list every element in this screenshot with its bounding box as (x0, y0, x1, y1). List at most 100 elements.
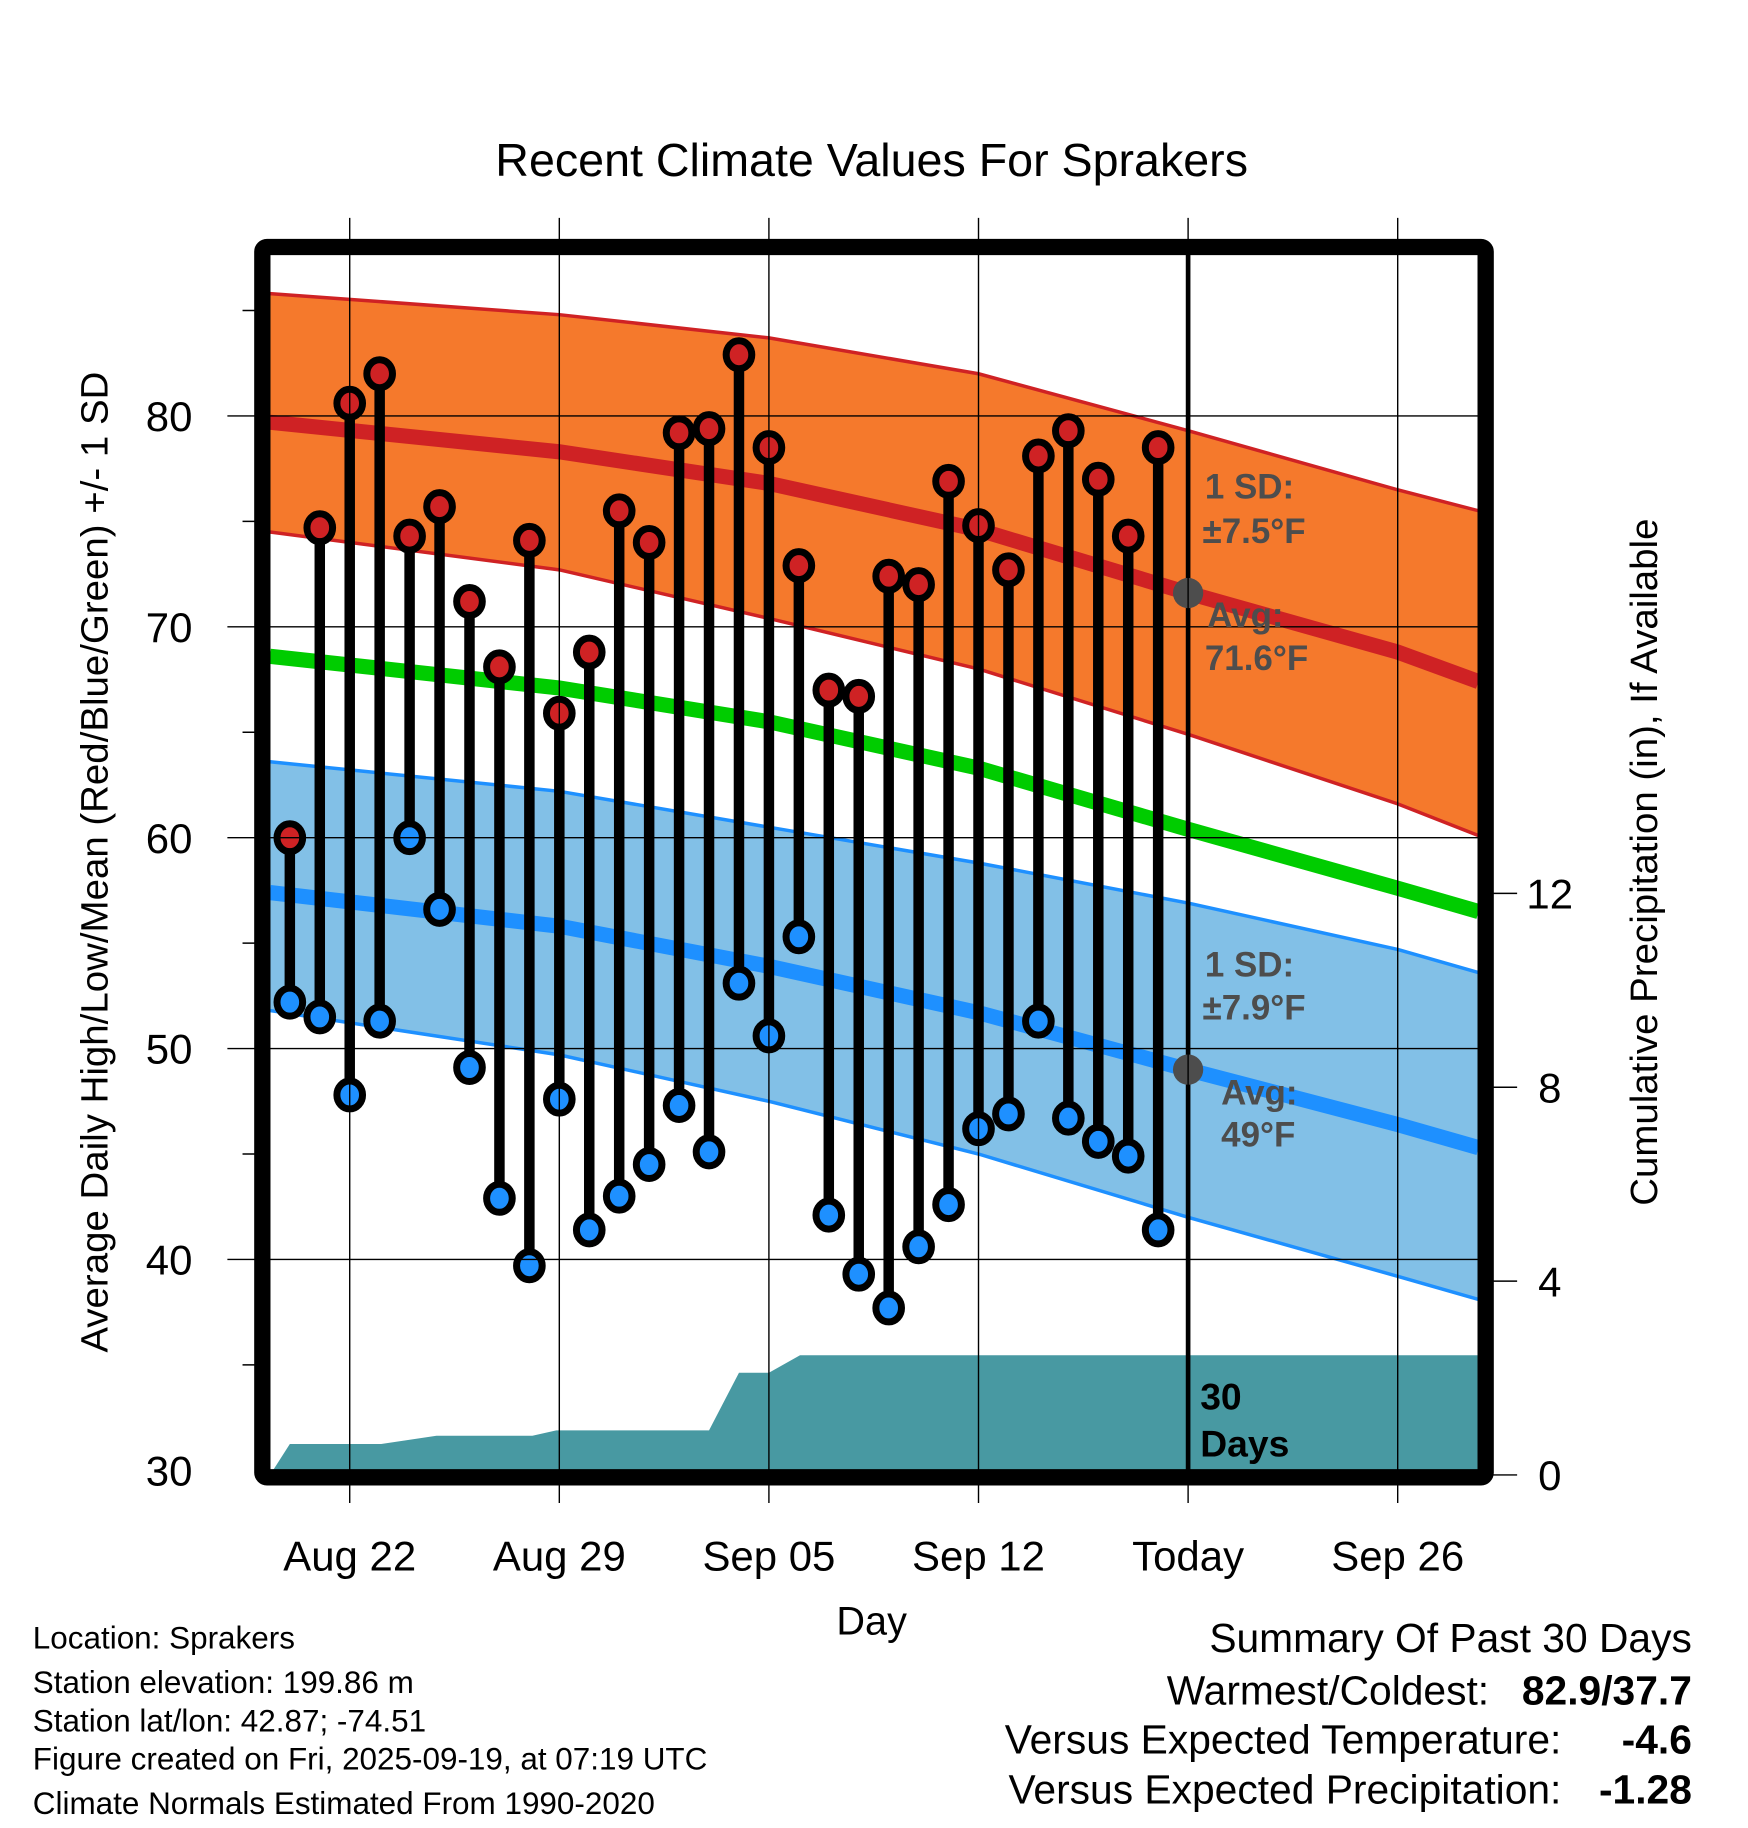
daily-high-point (483, 649, 516, 685)
daily-low-point (423, 891, 456, 927)
daily-high-point (812, 672, 846, 708)
low-sd-band (270, 761, 1478, 1300)
y-right-tick-label: 0 (1538, 1452, 1561, 1499)
precip-anomaly-label: Versus Expected Precipitation: (1008, 1767, 1561, 1813)
daily-low-point (842, 1256, 876, 1292)
daily-low-point (513, 1248, 546, 1284)
low-avg-label: Avg: (1221, 1073, 1297, 1112)
y-tick-label: 50 (146, 1026, 193, 1073)
daily-high-point (872, 558, 905, 594)
daily-high-point (992, 552, 1025, 588)
y-right-tick-label: 12 (1526, 871, 1573, 918)
daily-high-point (1081, 461, 1115, 497)
daily-high-point (662, 415, 696, 451)
annotations: 1 SD: ±7.5°F Avg: 71.6°F 1 SD: ±7.9°F Av… (1200, 468, 1308, 1465)
high-sd-value: ±7.5°F (1203, 512, 1306, 551)
warm-cold-label: Warmest/Coldest: (1167, 1668, 1489, 1714)
chart-title: Recent Climate Values For Sprakers (495, 134, 1248, 186)
y-tick-label: 60 (146, 815, 193, 862)
daily-high-point (363, 356, 396, 392)
low-avg-value: 49°F (1221, 1115, 1295, 1154)
period-unit: Days (1200, 1422, 1289, 1464)
location-text: Location: Sprakers (33, 1621, 295, 1656)
station-info: Location: Sprakers Station elevation: 19… (33, 1621, 708, 1821)
daily-high-point (602, 493, 636, 529)
daily-low-point (572, 1212, 606, 1248)
daily-low-point (303, 999, 337, 1035)
plot-area (269, 253, 1478, 1471)
y-axis-label: Average Daily High/Low/Mean (Red/Blue/Gr… (73, 372, 116, 1353)
daily-low-point (1111, 1138, 1145, 1174)
plot-frame (254, 238, 1494, 1486)
daily-low-point (902, 1229, 935, 1265)
daily-low-point (932, 1187, 965, 1223)
warm-cold-value: 82.9/37.7 (1522, 1668, 1692, 1714)
daily-high-point (782, 548, 816, 584)
high-sd-band (270, 293, 1478, 836)
daily-low-point (1081, 1123, 1115, 1159)
daily-low-point (782, 919, 816, 955)
low-sd-label: 1 SD: (1205, 945, 1294, 984)
daily-high-point (932, 463, 965, 499)
period-number: 30 (1200, 1376, 1241, 1418)
grid-lines (227, 217, 1478, 1503)
daily-high-point (902, 567, 935, 603)
daily-low-point (453, 1050, 486, 1086)
x-tick-label: Aug 22 (283, 1533, 416, 1580)
latlon-text: Station lat/lon: 42.87; -74.51 (33, 1703, 426, 1738)
x-tick-label: Aug 29 (493, 1533, 626, 1580)
daily-low-point (812, 1197, 846, 1233)
daily-low-point (692, 1134, 726, 1170)
precip-area (270, 1355, 1478, 1471)
y-tick-label: 30 (146, 1447, 193, 1494)
daily-high-point (1022, 438, 1055, 474)
temp-anomaly-label: Versus Expected Temperature: (1005, 1716, 1562, 1762)
daily-low-point (662, 1088, 696, 1123)
daily-low-point (872, 1290, 905, 1326)
daily-high-point (423, 489, 456, 525)
summary: Summary Of Past 30 Days Warmest/Coldest:… (1005, 1615, 1692, 1812)
daily-high-point (692, 411, 726, 447)
daily-high-point (303, 510, 337, 546)
daily-low-point (602, 1178, 636, 1214)
precip-anomaly-value: -1.28 (1599, 1767, 1692, 1813)
daily-high-point (842, 678, 876, 714)
summary-title: Summary Of Past 30 Days (1209, 1615, 1692, 1661)
daily-high-point (513, 522, 546, 558)
daily-low-point (1052, 1100, 1085, 1136)
y-axis-right-label: Cumulative Precipitation (in), If Availa… (1623, 519, 1666, 1206)
daily-high-point (572, 634, 606, 670)
x-axis-label: Day (836, 1600, 907, 1644)
daily-high-point (1111, 518, 1145, 554)
daily-high-point (393, 518, 426, 554)
high-avg-value: 71.6°F (1205, 639, 1308, 678)
daily-high-point (722, 337, 756, 373)
y-tick-label: 40 (146, 1237, 193, 1284)
daily-low-point (273, 984, 307, 1020)
created-text: Figure created on Fri, 2025-09-19, at 07… (33, 1742, 708, 1777)
daily-low-point (722, 965, 756, 1001)
temp-anomaly-value: -4.6 (1622, 1716, 1692, 1762)
x-tick-label: Today (1132, 1533, 1244, 1580)
daily-low-point (992, 1096, 1025, 1132)
normals-text: Climate Normals Estimated From 1990-2020 (33, 1786, 655, 1821)
y-right-tick-label: 4 (1538, 1258, 1561, 1305)
low-sd-value: ±7.9°F (1203, 988, 1306, 1027)
y-right-tick-label: 8 (1538, 1064, 1561, 1111)
high-sd-label: 1 SD: (1205, 468, 1294, 507)
daily-low-point (483, 1180, 516, 1216)
high-avg-label: Avg: (1207, 596, 1283, 635)
daily-low-point (363, 1003, 396, 1039)
daily-high-point (1141, 430, 1175, 466)
y-tick-label: 80 (146, 393, 193, 440)
daily-high-point (632, 524, 666, 560)
daily-high-point (1052, 413, 1085, 449)
daily-high-point (453, 584, 486, 619)
x-tick-label: Sep 26 (1331, 1533, 1464, 1580)
x-tick-label: Sep 12 (912, 1533, 1045, 1580)
daily-low-point (1141, 1212, 1175, 1248)
elevation-text: Station elevation: 199.86 m (33, 1665, 414, 1700)
y-tick-label: 70 (146, 604, 193, 651)
axes: 30 40 50 60 70 80 0 4 8 12 Aug 22 Aug 29 Sep 05 Sep 1… (146, 309, 1573, 1580)
